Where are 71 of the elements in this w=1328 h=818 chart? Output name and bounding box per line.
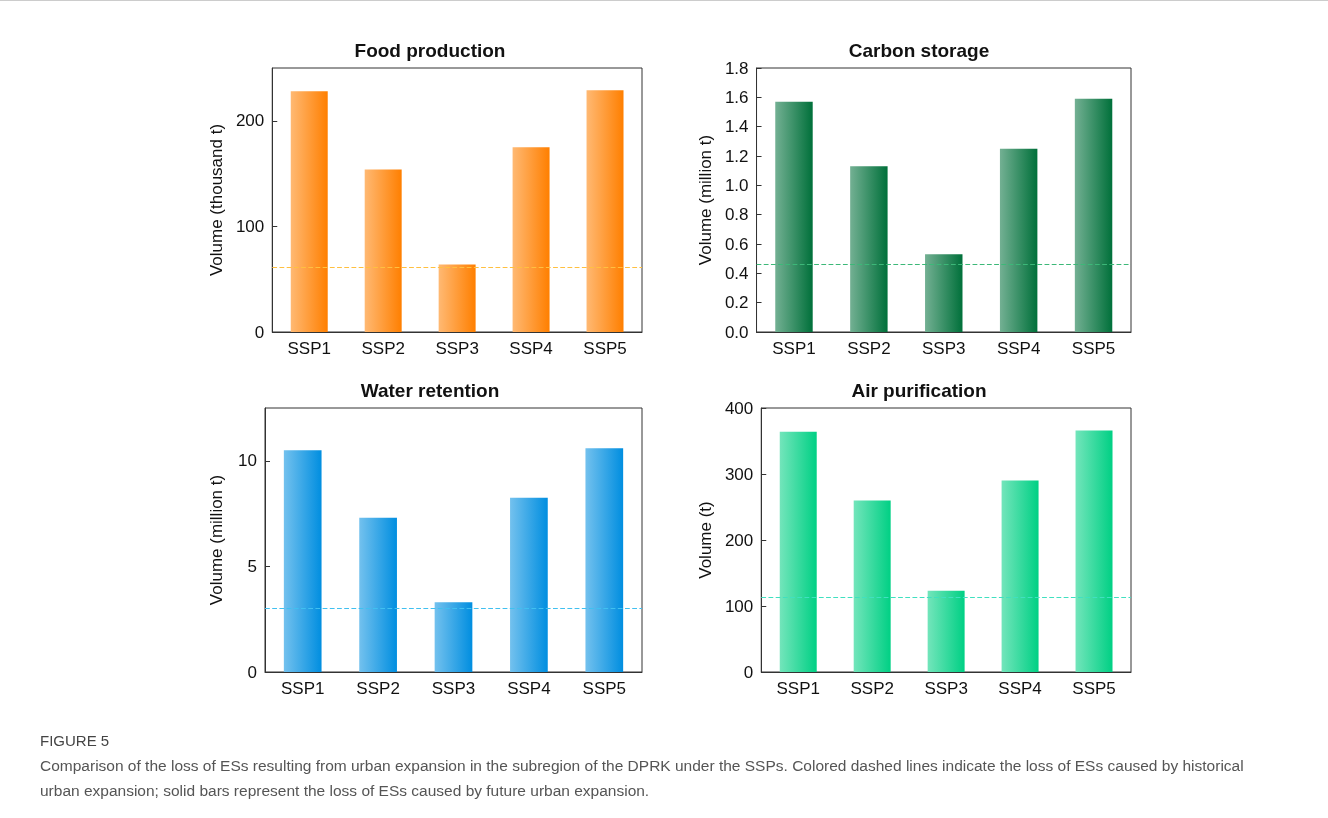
x-tick-label: SSP5 <box>582 679 627 698</box>
bar <box>927 590 965 672</box>
bar <box>779 431 817 672</box>
y-axis-title: Volume (million t) <box>207 474 226 606</box>
x-tick-label: SSP4 <box>507 679 551 698</box>
x-tick-label: SSP2 <box>847 339 891 358</box>
y-tick-label: 1.2 <box>724 146 749 166</box>
y-tick-label: 100 <box>724 596 754 616</box>
y-tick-label: 0 <box>247 662 257 682</box>
y-tick-label: 5 <box>247 556 257 576</box>
bar <box>585 448 624 672</box>
x-tick-label: SSP5 <box>1072 679 1116 698</box>
y-tick-label: 0.2 <box>724 293 749 313</box>
bar <box>359 517 397 672</box>
y-tick-label: 10 <box>238 451 257 471</box>
y-tick-label: 1.6 <box>724 87 749 107</box>
y-tick-label: 200 <box>724 530 754 550</box>
x-tick-label: SSP1 <box>280 679 325 698</box>
x-tick-label: SSP3 <box>431 679 476 698</box>
bar <box>586 90 624 332</box>
y-tick-label: 0.6 <box>724 234 749 254</box>
chart-title: Water retention <box>360 380 500 401</box>
bar <box>434 602 473 672</box>
x-tick-label: SSP2 <box>361 339 405 358</box>
bar <box>290 91 328 332</box>
chart-title: Food production <box>354 40 506 61</box>
y-tick-label: 300 <box>724 464 754 484</box>
chart-title: Carbon storage <box>848 40 990 61</box>
y-tick-label: 200 <box>235 111 265 131</box>
bar <box>283 450 322 672</box>
x-tick-label: SSP5 <box>1071 339 1116 358</box>
x-tick-label: SSP2 <box>850 679 894 698</box>
text: 0.0 <box>724 322 749 342</box>
text: Comparison of the loss of ESs resulting from urban expansion in the subregion of the DPRK under the SSPs. Colored dashed lines indicate the loss of ESs caused by historical urban expansion; solid bars represent the loss of ESs caused by future urban expansion. <box>40 756 1245 801</box>
x-tick-label: SSP3 <box>922 339 966 358</box>
y-tick-label: 0 <box>743 662 754 682</box>
y-axis-title: Volume (thousand t) <box>207 123 226 277</box>
bar <box>438 264 476 332</box>
x-tick-label: SSP1 <box>287 339 331 358</box>
y-tick-label: 400 <box>724 398 754 418</box>
y-tick-label: 100 <box>235 216 265 236</box>
x-tick-label: SSP5 <box>583 339 627 358</box>
bar <box>1075 430 1113 672</box>
bar <box>775 101 813 332</box>
chart-title: Air purification <box>851 380 987 401</box>
y-tick-label: 0.8 <box>724 205 749 225</box>
text: 1.0 <box>724 175 749 195</box>
x-tick-label: SSP4 <box>998 679 1042 698</box>
y-axis-title: Volume (t) <box>696 501 715 579</box>
bar <box>510 497 548 672</box>
y-axis-title: Volume (million t) <box>696 134 715 266</box>
x-tick-label: SSP3 <box>924 679 968 698</box>
caption: FIGURE 5 <box>40 731 111 751</box>
bar <box>364 169 402 332</box>
bar <box>1001 480 1039 672</box>
bar <box>850 166 888 332</box>
x-tick-label: SSP2 <box>356 679 400 698</box>
x-tick-label: SSP1 <box>772 339 816 358</box>
y-tick-label: 0.4 <box>724 263 749 283</box>
y-tick-label: 1.8 <box>724 58 749 78</box>
bar <box>512 147 550 332</box>
bar <box>853 500 891 672</box>
x-tick-label: SSP4 <box>509 339 553 358</box>
x-tick-label: SSP1 <box>776 679 820 698</box>
x-tick-label: SSP4 <box>996 339 1041 358</box>
bar <box>1074 98 1113 332</box>
bar <box>925 254 963 332</box>
x-tick-label: SSP3 <box>435 339 479 358</box>
y-tick-label: 1.4 <box>724 117 749 137</box>
bar <box>999 148 1038 332</box>
y-tick-label: 0 <box>254 322 265 342</box>
